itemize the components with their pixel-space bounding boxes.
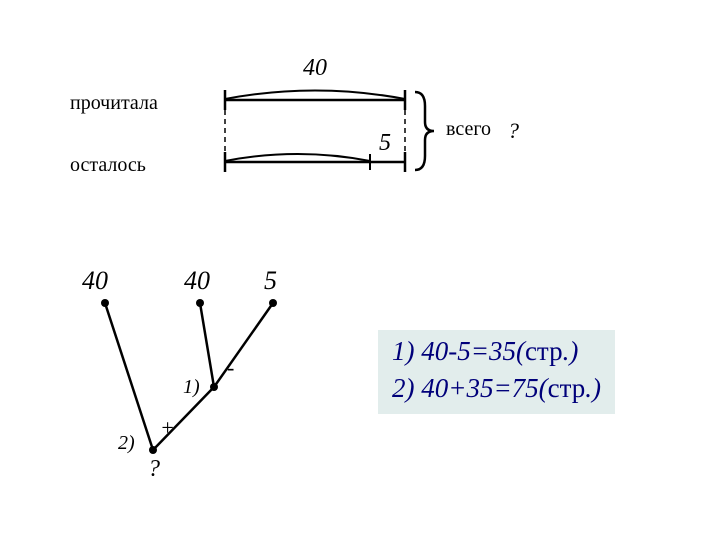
solution-2-suffix: .) <box>585 373 601 403</box>
label-remain: осталось <box>70 154 146 177</box>
tree-op-minus: - <box>227 355 234 381</box>
tree-diagram <box>0 230 360 530</box>
solution-line-2: 2) 40+35=75(стр.) <box>392 373 601 404</box>
tree-leaf-1: 40 <box>82 266 108 296</box>
label-total-question: ? <box>508 118 519 144</box>
label-read: прочитала <box>70 92 158 115</box>
solution-2-word: стр <box>548 373 586 403</box>
top-value-40: 40 <box>303 55 327 82</box>
tree-step-1: 1) <box>183 376 200 399</box>
solution-1-prefix: 1) 40-5=35( <box>392 336 525 366</box>
tree-root-q: ? <box>148 456 160 483</box>
tree-leaf-3: 5 <box>264 266 277 296</box>
solution-2-prefix: 2) 40+35=75( <box>392 373 548 403</box>
solution-1-word: стр <box>525 336 563 366</box>
label-total: всего <box>446 118 491 141</box>
tree-leaf-2: 40 <box>184 266 210 296</box>
solution-box: 1) 40-5=35(стр.) 2) 40+35=75(стр.) <box>378 330 615 414</box>
solution-1-suffix: .) <box>563 336 579 366</box>
bottom-value-5: 5 <box>379 130 391 157</box>
solution-line-1: 1) 40-5=35(стр.) <box>392 336 601 367</box>
tree-op-plus: + <box>160 415 175 441</box>
tree-step-2: 2) <box>118 432 135 455</box>
